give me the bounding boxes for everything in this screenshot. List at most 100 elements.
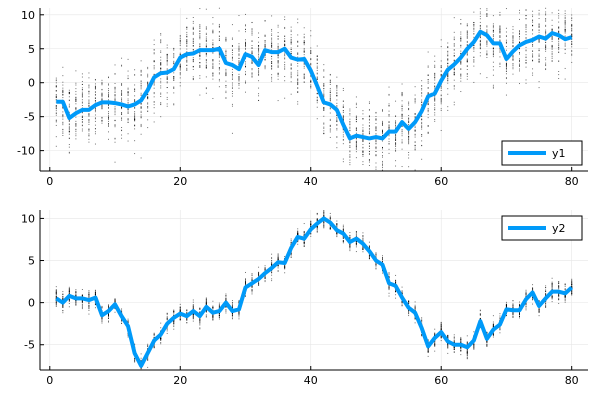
sample-point — [186, 48, 188, 50]
sample-point — [258, 93, 260, 95]
sample-point — [434, 114, 436, 116]
sample-point — [121, 308, 123, 310]
sample-point — [134, 88, 136, 90]
sample-point — [94, 143, 96, 145]
sample-point — [492, 25, 494, 27]
sample-point — [173, 311, 175, 313]
sample-point — [277, 265, 279, 267]
sample-point — [245, 281, 246, 283]
sample-point — [271, 15, 273, 17]
sample-point — [179, 54, 181, 56]
sample-point — [310, 47, 312, 49]
sample-point — [173, 322, 175, 324]
sample-point — [355, 140, 357, 142]
sample-point — [336, 233, 338, 235]
sample-point — [179, 37, 181, 39]
sample-point — [271, 43, 273, 45]
sample-point — [290, 50, 292, 52]
sample-point — [492, 49, 494, 51]
sample-point — [564, 29, 566, 31]
sample-point — [342, 129, 344, 131]
series-line-y1 — [56, 29, 573, 141]
sample-point — [290, 256, 292, 258]
sample-point — [421, 80, 423, 82]
sample-point — [290, 43, 292, 45]
sample-point — [362, 163, 364, 165]
sample-point — [251, 75, 253, 77]
sample-point — [538, 12, 540, 14]
sample-point — [382, 124, 383, 126]
sample-point — [88, 119, 90, 121]
sample-point — [81, 294, 83, 296]
sample-point — [114, 301, 116, 303]
sample-point — [231, 38, 233, 40]
sample-point — [179, 74, 181, 76]
sample-point — [355, 117, 357, 119]
sample-point — [297, 87, 299, 89]
sample-point — [564, 32, 566, 34]
sample-point — [147, 366, 149, 368]
sample-point — [355, 127, 357, 129]
sample-point — [147, 75, 149, 77]
sample-point — [88, 113, 90, 115]
sample-point — [166, 44, 168, 46]
sample-point — [368, 150, 370, 152]
sample-point — [368, 147, 370, 149]
sample-point — [258, 282, 260, 284]
sample-point — [440, 85, 442, 87]
sample-point — [473, 28, 475, 30]
sample-point — [519, 64, 520, 66]
sample-point — [147, 68, 149, 70]
sample-point — [55, 290, 57, 292]
sample-point — [55, 94, 57, 96]
sample-point — [440, 86, 442, 88]
sample-point — [342, 161, 344, 163]
sample-point — [466, 65, 468, 67]
sample-point — [466, 25, 468, 27]
sample-point — [212, 74, 214, 76]
sample-point — [238, 53, 240, 55]
sample-point — [492, 87, 494, 89]
sample-point — [231, 75, 233, 77]
sample-point — [238, 50, 240, 52]
sample-point — [140, 110, 142, 112]
sample-point — [316, 96, 318, 98]
sample-point — [147, 357, 149, 359]
sample-point — [388, 135, 390, 137]
sample-point — [245, 25, 246, 27]
sample-point — [199, 36, 201, 38]
sample-point — [388, 94, 390, 96]
sample-point — [101, 117, 103, 119]
sample-point — [218, 67, 220, 69]
sample-point — [147, 345, 149, 347]
sample-point — [166, 96, 168, 98]
sample-point — [427, 81, 429, 83]
sample-point — [297, 243, 299, 245]
sample-point — [94, 107, 96, 109]
sample-point — [192, 45, 194, 47]
sample-point — [342, 139, 344, 141]
sample-point — [355, 148, 357, 150]
sample-point — [486, 50, 488, 52]
sample-point — [551, 36, 553, 38]
sample-point — [114, 92, 116, 94]
sample-point — [121, 90, 123, 92]
sample-point — [440, 103, 442, 105]
sample-point — [179, 317, 181, 319]
sample-point — [153, 52, 155, 54]
sample-point — [362, 139, 364, 141]
sample-point — [114, 141, 116, 143]
sample-point — [212, 59, 214, 61]
sample-point — [166, 77, 168, 79]
sample-point — [205, 67, 207, 69]
sample-point — [245, 66, 246, 68]
sample-point — [310, 225, 312, 227]
sample-point — [218, 38, 220, 40]
sample-point — [551, 48, 553, 50]
sample-point — [427, 87, 429, 89]
sample-point — [408, 121, 410, 123]
sample-point — [88, 305, 90, 307]
sample-point — [271, 33, 273, 35]
sample-point — [440, 109, 442, 111]
sample-point — [525, 15, 527, 17]
